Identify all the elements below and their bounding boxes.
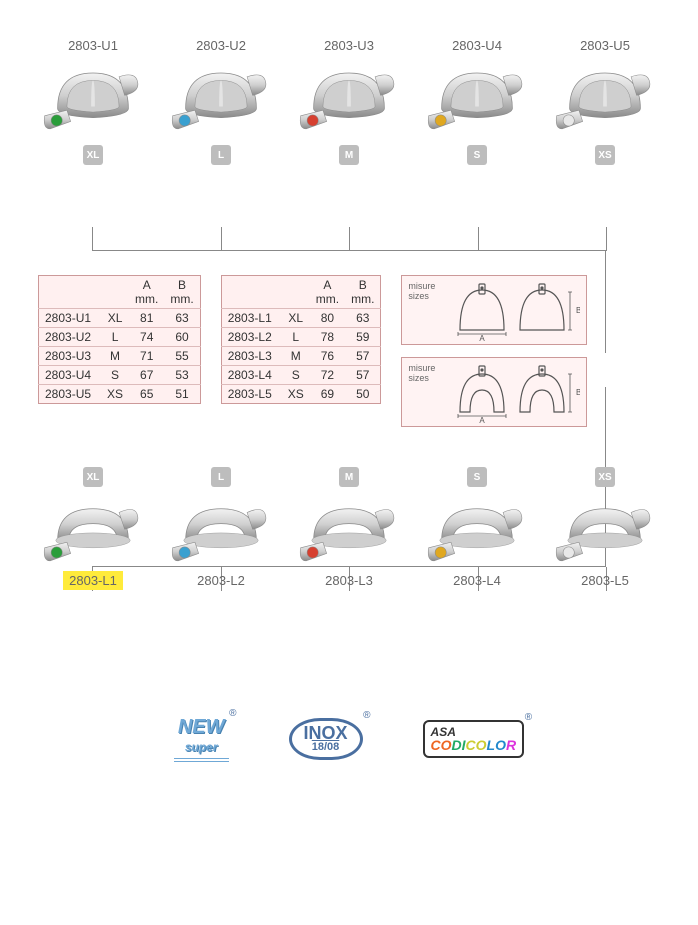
diagram-upper: misuresizes A B <box>401 275 587 345</box>
table-row: 2803-L5XS6950 <box>221 385 381 404</box>
product-2803-L4: S 2803-L4 <box>418 467 536 596</box>
table-row: 2803-U4S6753 <box>39 366 201 385</box>
product-code: 2803-L3 <box>319 571 379 590</box>
product-code: 2803-L2 <box>191 571 251 590</box>
logo-codicolor: ® ASA CODICOLOR <box>423 720 525 758</box>
tables-section: AB mm.mm. 2803-U1XL8163 2803-U2L7460 280… <box>0 275 698 427</box>
product-2803-U5: 2803-U5 XS <box>546 36 664 165</box>
product-2803-L2: L 2803-L2 <box>162 467 280 596</box>
product-code: 2803-L4 <box>447 571 507 590</box>
size-badge: L <box>211 467 231 487</box>
diagram-label-en2: sizes <box>408 373 429 383</box>
svg-text:B: B <box>576 388 580 397</box>
product-2803-L1: XL 2803-L1 <box>34 467 152 596</box>
logos-row: ® NEW super ® INOX 18/08 ® ASA CODICOLOR <box>0 716 698 762</box>
logo-new-line2: super <box>185 740 218 754</box>
logo-inox: ® INOX 18/08 <box>289 718 363 760</box>
logo-codicolor-word: CODICOLOR <box>431 737 517 753</box>
product-code: 2803-L1 <box>63 571 123 590</box>
size-table-lower: AB mm.mm. 2803-L1XL8063 2803-L2L7859 280… <box>221 275 382 404</box>
product-code: 2803-U4 <box>446 36 508 55</box>
diagram-label-it: misure <box>408 281 435 291</box>
product-2803-U4: 2803-U4 S <box>418 36 536 165</box>
product-2803-U3: 2803-U3 M <box>290 36 408 165</box>
connector-top <box>92 250 606 251</box>
size-badge: XS <box>595 467 615 487</box>
svg-text:B: B <box>576 306 580 315</box>
size-badge: XL <box>83 467 103 487</box>
size-badge: XL <box>83 145 103 165</box>
size-badge: S <box>467 467 487 487</box>
logo-new-line1: NEW <box>178 716 225 738</box>
lower-trays-row: XL 2803-L1 L <box>0 467 698 596</box>
diagrams: misuresizes A B misuresizes <box>401 275 587 427</box>
product-code: 2803-L5 <box>575 571 635 590</box>
product-2803-U2: 2803-U2 L <box>162 36 280 165</box>
svg-text:A: A <box>480 334 486 342</box>
table-row: 2803-U1XL8163 <box>39 309 201 328</box>
svg-text:A: A <box>480 416 486 424</box>
product-code: 2803-U3 <box>318 36 380 55</box>
table-row: 2803-L4S7257 <box>221 366 381 385</box>
product-2803-L3: M 2803-L3 <box>290 467 408 596</box>
diagram-label-en: sizes <box>408 291 429 301</box>
product-code: 2803-U1 <box>62 36 124 55</box>
size-badge: XS <box>595 145 615 165</box>
table-row: 2803-L1XL8063 <box>221 309 381 328</box>
product-2803-U1: 2803-U1 XL <box>34 36 152 165</box>
table-row: 2803-U3M7155 <box>39 347 201 366</box>
logo-new-super: ® NEW super <box>174 716 229 762</box>
diagram-label-it2: misure <box>408 363 435 373</box>
diagram-lower: misuresizes A B <box>401 357 587 427</box>
table-row: 2803-U2L7460 <box>39 328 201 347</box>
table-row: 2803-L3M7657 <box>221 347 381 366</box>
size-badge: M <box>339 145 359 165</box>
upper-trays-row: 2803-U1 XL 2803-U2 <box>0 36 698 165</box>
product-code: 2803-U2 <box>190 36 252 55</box>
size-badge: L <box>211 145 231 165</box>
size-badge: M <box>339 467 359 487</box>
product-2803-L5: XS 2803-L5 <box>546 467 664 596</box>
table-row: 2803-U5XS6551 <box>39 385 201 404</box>
size-table-upper: AB mm.mm. 2803-U1XL8163 2803-U2L7460 280… <box>38 275 201 404</box>
product-code: 2803-U5 <box>574 36 636 55</box>
size-badge: S <box>467 145 487 165</box>
logo-inox-line2: 18/08 <box>304 742 348 752</box>
table-row: 2803-L2L7859 <box>221 328 381 347</box>
